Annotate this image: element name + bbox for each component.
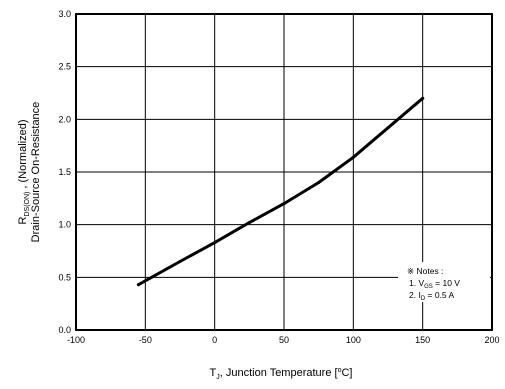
y-tick-label: 1.5 [58,167,71,177]
y-axis-label: RDS(ON) , (Normalized) Drain-Source On-R… [17,102,42,243]
x-axis-label: TJ, Junction Temperature [oC] [210,367,353,381]
data-point [282,202,286,206]
data-point [421,96,425,100]
grid [76,14,492,330]
data-point [136,283,140,287]
notes-box [398,262,490,302]
plot-frame [75,13,493,331]
y-tick-labels: 0.0 0.5 1.0 1.5 2.0 2.5 3.0 [58,9,71,335]
notes-line-2: 2. ID = 0.5 A [409,290,455,302]
x-tick-label: 100 [346,335,361,345]
notes-annotation: ※ Notes : 1. VGS = 10 V 2. ID = 0.5 A [398,262,490,302]
x-tick-label: 0 [212,335,217,345]
x-tick-label: -50 [139,335,152,345]
notes-line-1: 1. VGS = 10 V [409,278,460,290]
x-tick-labels: -100 -50 0 50 100 150 200 [67,335,500,345]
y-tick-label: 1.0 [58,220,71,230]
data-point [178,260,182,264]
x-tick-label: -100 [67,335,85,345]
y-axis-label-line1: RDS(ON) , (Normalized) [17,120,31,225]
data-point [386,126,390,130]
data-point [351,155,355,159]
data-point [317,181,321,185]
x-tick-label: 50 [279,335,289,345]
y-axis-label-line2: Drain-Source On-Resistance [30,102,42,243]
notes-header: ※ Notes : [407,266,443,276]
y-tick-label: 0.0 [58,325,71,335]
x-tick-label: 200 [484,335,499,345]
y-tick-label: 2.5 [58,62,71,72]
data-point [247,221,251,225]
series [136,96,425,287]
data-point [213,241,217,245]
y-tick-label: 0.5 [58,272,71,282]
y-tick-label: 3.0 [58,9,71,19]
x-tick-label: 150 [415,335,430,345]
y-tick-label: 2.0 [58,114,71,124]
